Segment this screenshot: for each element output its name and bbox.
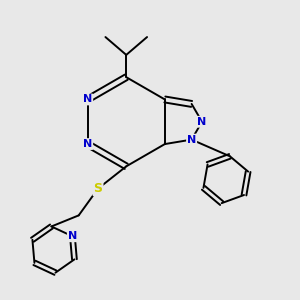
Text: S: S <box>94 182 103 195</box>
Text: N: N <box>68 231 77 241</box>
Text: N: N <box>83 139 92 149</box>
Text: N: N <box>187 135 196 145</box>
Text: N: N <box>83 94 92 104</box>
Text: N: N <box>197 117 207 127</box>
